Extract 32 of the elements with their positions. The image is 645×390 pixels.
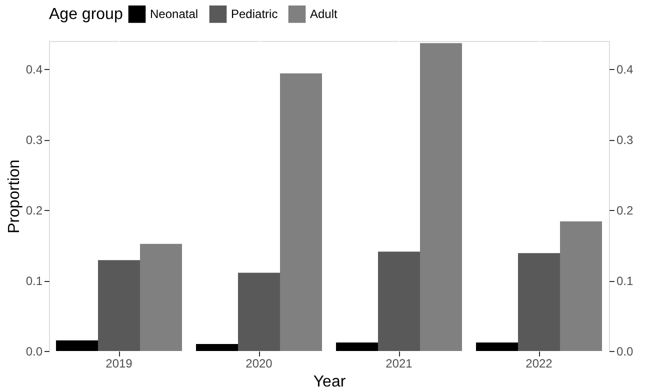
bar <box>518 253 560 351</box>
x-tick-label: 2020 <box>246 356 273 370</box>
bar <box>560 221 602 351</box>
bar <box>378 252 420 351</box>
bar <box>420 43 462 351</box>
x-tick-label: 2021 <box>386 356 413 370</box>
legend-label: Neonatal <box>150 7 198 22</box>
y2-tick-label: 0.4 <box>616 62 634 77</box>
y2-tick-label: 0.2 <box>616 204 634 218</box>
y2-tick-label: 0.0 <box>616 344 634 358</box>
legend-title: Age group <box>49 6 123 23</box>
y-tick-label: 0.2 <box>26 204 43 218</box>
bar <box>56 340 98 351</box>
x-tick-label: 2022 <box>526 356 553 370</box>
y-tick-label: 0.4 <box>26 62 43 77</box>
legend-label: Adult <box>310 7 338 22</box>
y-tick-label: 0.3 <box>26 133 43 148</box>
x-axis-title: Year <box>313 374 346 390</box>
bar <box>336 342 378 351</box>
bar <box>196 344 238 351</box>
bar <box>98 260 140 351</box>
y2-tick-label: 0.3 <box>616 133 634 148</box>
x-tick-label: 2019 <box>106 356 133 370</box>
legend-label: Pediatric <box>231 7 278 22</box>
y-axis-title: Proportion <box>6 160 23 234</box>
y-tick-label: 0.0 <box>26 344 43 358</box>
bar <box>238 272 280 351</box>
bar <box>140 244 182 351</box>
y2-tick-label: 0.1 <box>616 274 634 288</box>
y-tick-label: 0.1 <box>26 274 43 288</box>
bar <box>476 342 518 351</box>
bar <box>280 73 322 351</box>
